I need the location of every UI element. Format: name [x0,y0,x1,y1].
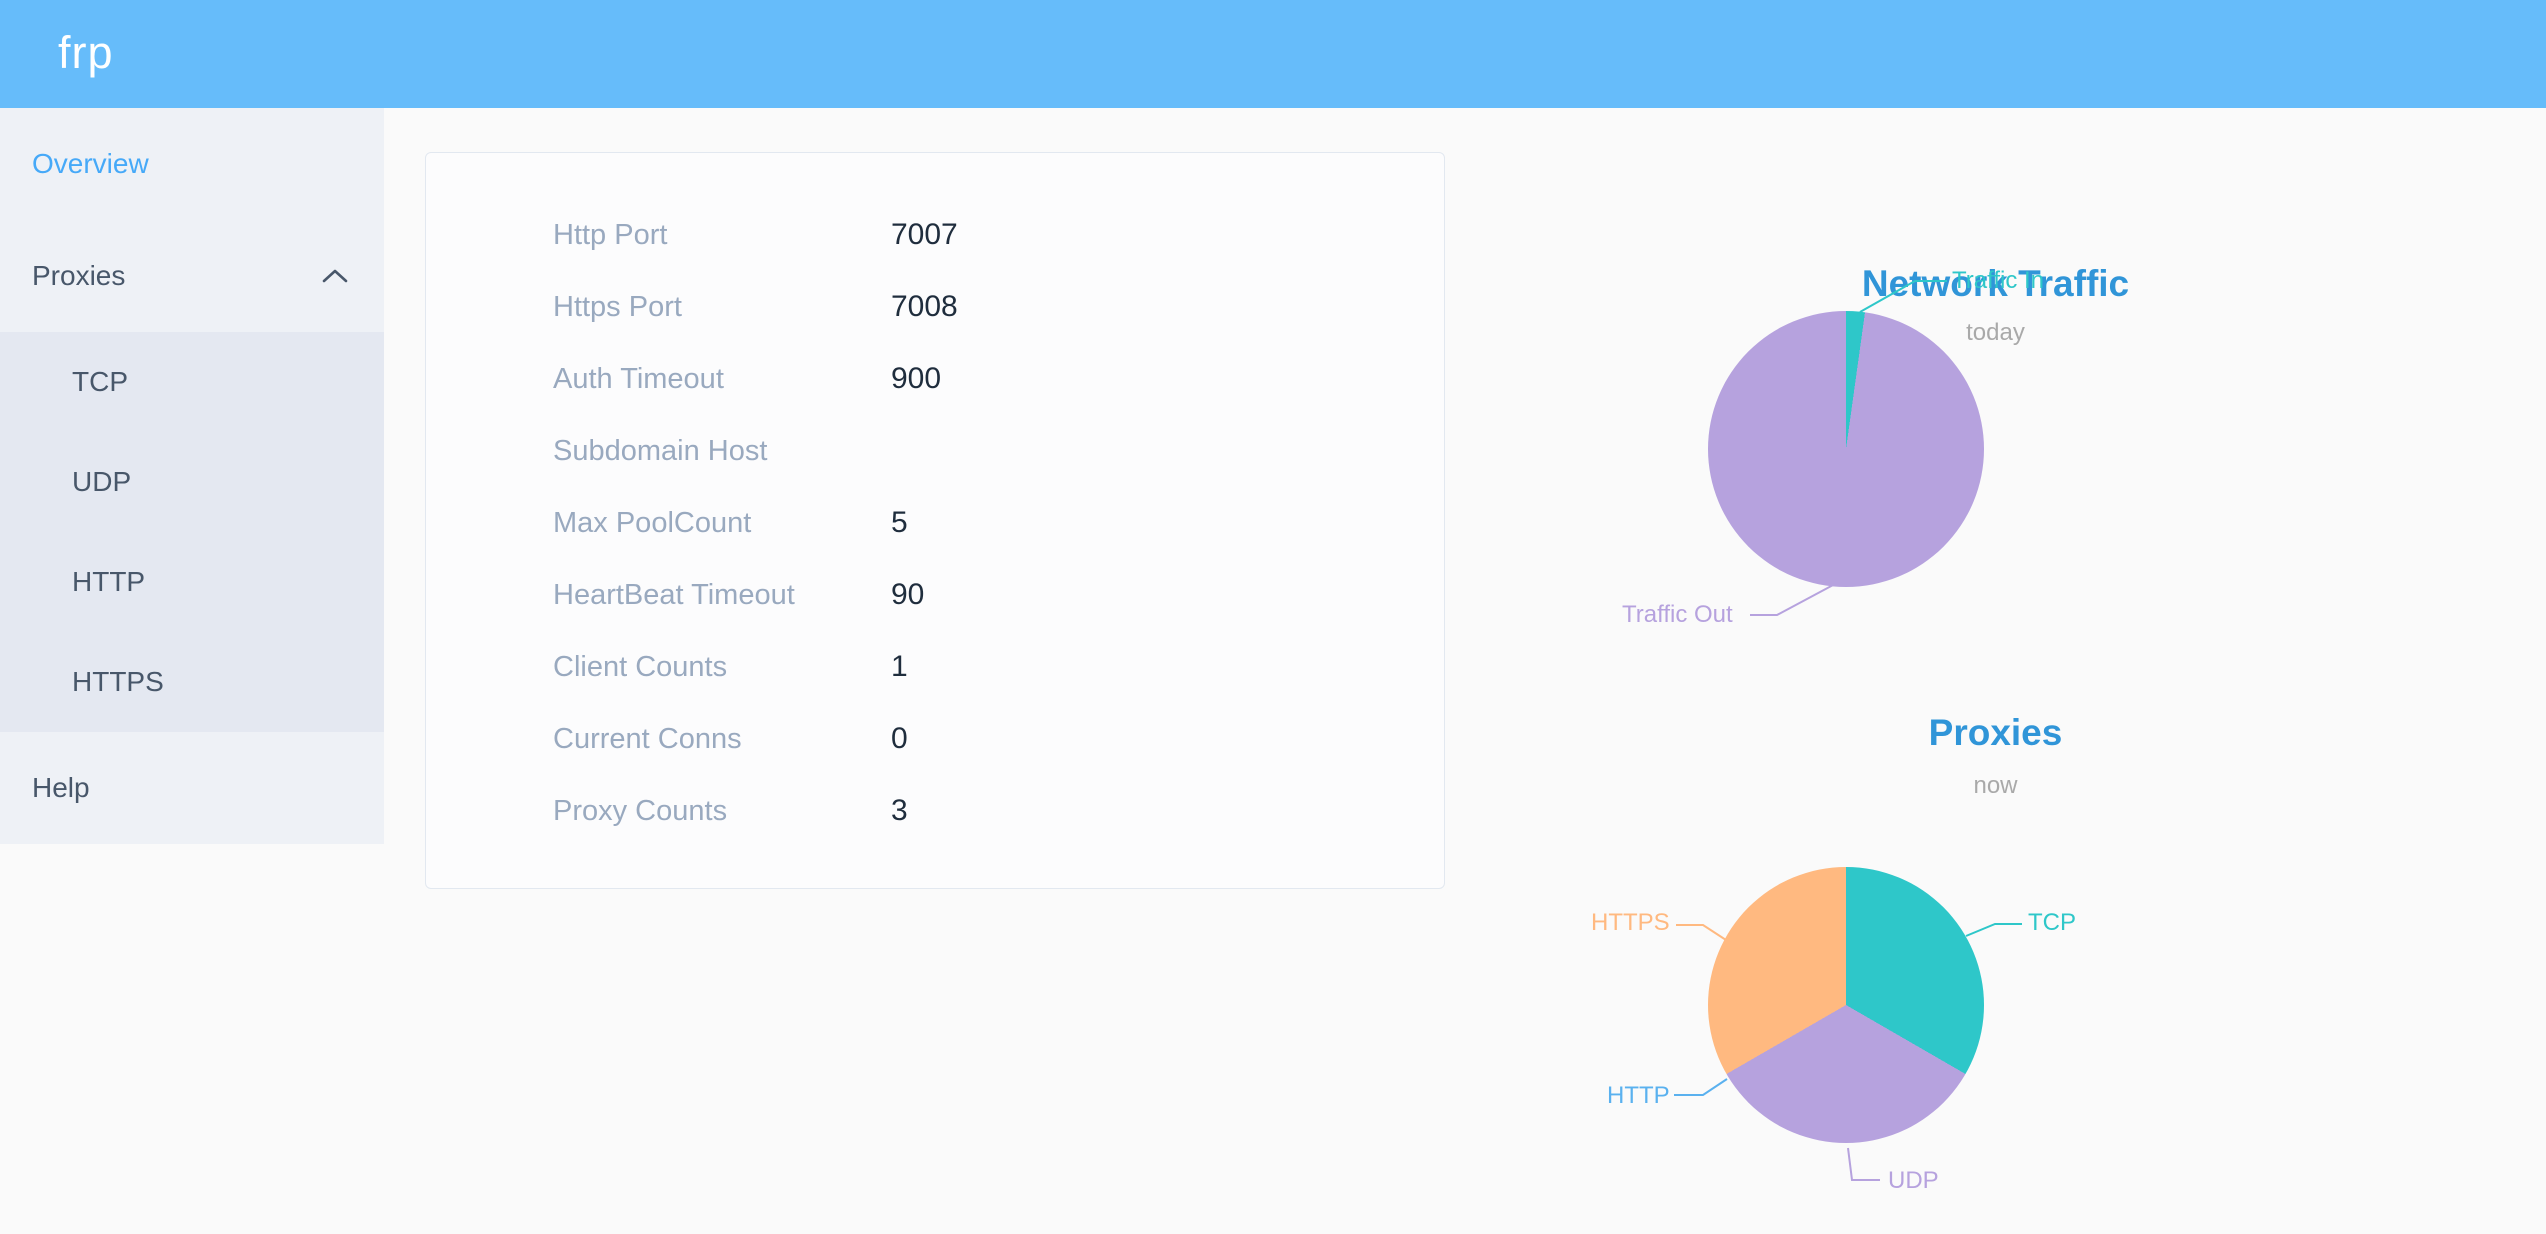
chevron-up-icon [322,269,348,283]
info-row-https-port: Https Port 7008 [426,271,1444,343]
info-value: 7008 [891,290,958,323]
https-label-line [1676,924,1727,941]
sidebar-item-help-label: Help [32,772,90,803]
http-label-line [1674,1078,1728,1096]
network-traffic-pie-chart[interactable] [1708,311,1984,587]
info-value: 90 [891,578,925,611]
tcp-label: TCP [2028,909,2076,936]
info-label: Auth Timeout [553,362,724,395]
info-value: 1 [891,650,908,683]
info-label: Max PoolCount [553,506,752,539]
traffic-out-label: Traffic Out [1622,601,1733,628]
sidebar-item-help[interactable]: Help [0,732,384,844]
app-header: frp [0,0,2546,108]
http-label: HTTP [1607,1082,1670,1109]
proxies-pie-chart[interactable] [1708,867,1984,1143]
charts-panel: Network Traffic today Proxies now Traffi… [1445,108,2546,1234]
app-logo: frp [58,27,114,78]
info-label: Https Port [553,290,682,323]
info-row-current-conns: Current Conns 0 [426,703,1444,775]
pie-label-leader-lines [1674,280,2022,1181]
sidebar-item-tcp[interactable]: TCP [72,366,128,397]
info-label: Client Counts [553,650,728,683]
traffic-out-label-line [1750,583,1836,616]
udp-label-line [1847,1147,1880,1181]
sidebar-item-udp[interactable]: UDP [72,466,132,497]
info-value: 3 [891,794,908,827]
proxies-chart-subtitle: now [1973,772,2018,799]
proxies-submenu: TCP UDP HTTP HTTPS [0,332,384,732]
sidebar-item-overview-label: Overview [32,148,149,179]
sidebar-item-http[interactable]: HTTP [72,566,146,597]
info-label: Subdomain Host [553,434,768,467]
network-traffic-chart-subtitle: today [1966,319,2025,346]
info-row-http-port: Http Port 7007 [426,199,1444,271]
info-label: Proxy Counts [553,794,728,827]
sidebar-item-overview[interactable]: Overview [0,108,384,220]
info-value: 7007 [891,218,958,251]
traffic-in-label-line [1859,280,1947,313]
info-label: HeartBeat Timeout [553,578,795,611]
info-row-heartbeat-timeout: HeartBeat Timeout 90 [426,559,1444,631]
info-value: 0 [891,722,908,755]
sidebar-item-https[interactable]: HTTPS [72,666,164,697]
info-row-auth-timeout: Auth Timeout 900 [426,343,1444,415]
sidebar-item-proxies-label: Proxies [32,260,126,291]
sidebar: Overview Proxies TCP UDP HTTP HTTPS Help [0,108,384,844]
traffic-in-label: Traffic In [1952,267,2045,294]
server-info-card: Http Port 7007 Https Port 7008 Auth Time… [425,152,1445,889]
info-row-subdomain-host: Subdomain Host [426,415,1444,487]
info-row-proxy-counts: Proxy Counts 3 [426,775,1444,847]
info-row-max-poolcount: Max PoolCount 5 [426,487,1444,559]
info-label: Current Conns [553,722,742,755]
https-label: HTTPS [1591,909,1670,936]
proxies-chart-title: Proxies [1928,712,2063,753]
info-label: Http Port [553,218,668,251]
tcp-label-line [1965,923,2022,937]
network-traffic-chart-title: Network Traffic [1861,263,2130,304]
info-value: 5 [891,506,908,539]
info-row-client-counts: Client Counts 1 [426,631,1444,703]
info-value: 900 [891,362,942,395]
sidebar-item-proxies[interactable]: Proxies [0,220,384,332]
udp-label: UDP [1888,1167,1939,1194]
